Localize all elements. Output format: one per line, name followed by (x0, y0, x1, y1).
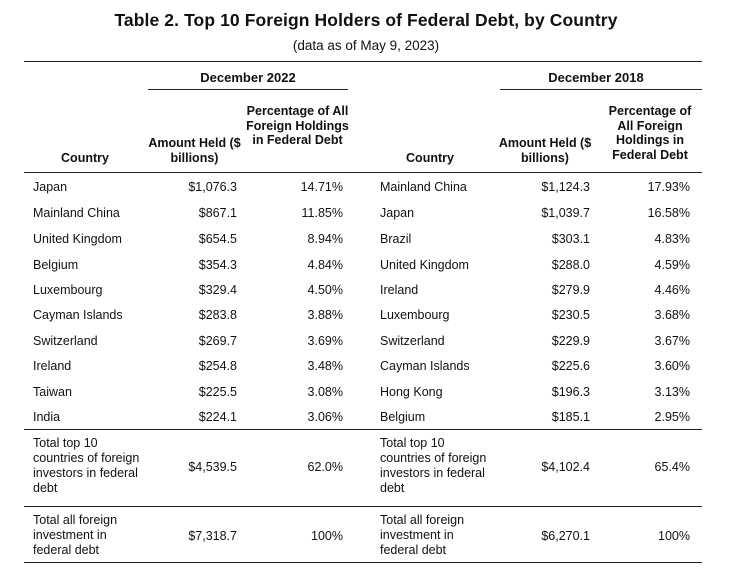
total-top10-pct-left: 62.0% (307, 460, 343, 474)
country-cell: Belgium (33, 258, 79, 272)
total-top10-label-right: Total top 10 countries of foreign invest… (380, 436, 487, 495)
country-cell: Switzerland (380, 334, 445, 348)
total-top10-label-left: Total top 10 countries of foreign invest… (33, 436, 140, 495)
amount-cell: $354.3 (198, 258, 237, 272)
amount-cell: $654.5 (198, 232, 237, 246)
header-country-left: Country (61, 151, 109, 165)
pct-cell: 3.88% (307, 308, 343, 322)
pct-cell: 4.84% (307, 258, 343, 272)
header-pct-left: Percentage of All Foreign Holdings in Fe… (246, 104, 349, 147)
country-cell: Luxembourg (33, 283, 103, 297)
amount-cell: $288.0 (551, 258, 590, 272)
country-cell: United Kingdom (380, 258, 469, 272)
pct-cell: 3.68% (654, 308, 690, 322)
country-cell: Mainland China (33, 206, 120, 220)
total-all-label-right: Total all foreign investment in federal … (380, 513, 465, 557)
total-top10-amount-right: $4,102.4 (541, 460, 590, 474)
amount-cell: $303.1 (551, 232, 590, 246)
amount-cell: $1,076.3 (188, 180, 237, 194)
pct-cell: 3.08% (307, 385, 343, 399)
pct-cell: 3.67% (654, 334, 690, 348)
pct-cell: 14.71% (300, 180, 343, 194)
pct-cell: 3.48% (307, 359, 343, 373)
total-all-label-left: Total all foreign investment in federal … (33, 513, 118, 557)
bottom-rule (24, 562, 702, 563)
pct-cell: 3.69% (307, 334, 343, 348)
total-all-pct-left: 100% (311, 529, 343, 543)
pct-cell: 16.58% (647, 206, 690, 220)
pct-cell: 17.93% (647, 180, 690, 194)
country-cell: Japan (33, 180, 68, 194)
total-all-amount-left: $7,318.7 (188, 529, 237, 543)
amount-cell: $1,039.7 (541, 206, 590, 220)
table-title: Table 2. Top 10 Foreign Holders of Feder… (114, 10, 618, 30)
amount-cell: $269.7 (198, 334, 237, 348)
country-cell: United Kingdom (33, 232, 122, 246)
total-all-rule (24, 506, 702, 507)
country-cell: India (33, 410, 61, 424)
country-cell: Cayman Islands (380, 359, 470, 373)
country-cell: Taiwan (33, 385, 72, 399)
amount-cell: $230.5 (551, 308, 590, 322)
amount-cell: $225.5 (198, 385, 237, 399)
header-amount-right: Amount Held ($ billions) (498, 136, 592, 165)
header-country-right: Country (406, 151, 454, 165)
total-all-pct-right: 100% (658, 529, 690, 543)
pct-cell: 11.85% (301, 206, 343, 220)
amount-cell: $196.3 (551, 385, 590, 399)
pct-cell: 2.95% (654, 410, 690, 424)
amount-cell: $185.1 (551, 410, 590, 424)
amount-cell: $1,124.3 (541, 180, 590, 194)
period-label-right: December 2018 (548, 70, 644, 85)
header-amount-left: Amount Held ($ billions) (148, 136, 241, 165)
top-rule (24, 61, 702, 62)
amount-cell: $867.1 (198, 206, 237, 220)
pct-cell: 4.83% (654, 232, 690, 246)
amount-cell: $225.6 (551, 359, 590, 373)
amount-cell: $224.1 (198, 410, 237, 424)
pct-cell: 3.60% (654, 359, 690, 373)
period-underline-left (148, 89, 348, 90)
total-all-amount-right: $6,270.1 (541, 529, 590, 543)
pct-cell: 4.46% (654, 283, 690, 297)
header-rule (24, 172, 702, 173)
country-cell: Switzerland (33, 334, 98, 348)
country-cell: Belgium (380, 410, 426, 424)
table-subtitle: (data as of May 9, 2023) (292, 38, 440, 53)
amount-cell: $279.9 (551, 283, 590, 297)
country-cell: Mainland China (380, 180, 467, 194)
period-underline-right (500, 89, 702, 90)
total-top10-amount-left: $4,539.5 (188, 460, 237, 474)
amount-cell: $283.8 (198, 308, 237, 322)
pct-cell: 8.94% (307, 232, 343, 246)
totals-rule (24, 429, 702, 430)
amount-cell: $229.9 (551, 334, 590, 348)
amount-cell: $254.8 (198, 359, 237, 373)
amount-cell: $329.4 (198, 283, 237, 297)
country-cell: Ireland (380, 283, 419, 297)
country-cell: Hong Kong (380, 385, 443, 399)
header-pct-right: Percentage of All Foreign Holdings in Fe… (608, 104, 692, 162)
pct-cell: 3.13% (654, 385, 690, 399)
country-cell: Japan (380, 206, 415, 220)
total-top10-pct-right: 65.4% (654, 460, 690, 474)
period-label-left: December 2022 (200, 70, 296, 85)
country-cell: Ireland (33, 359, 72, 373)
pct-cell: 3.06% (307, 410, 343, 424)
pct-cell: 4.50% (307, 283, 343, 297)
pct-cell: 4.59% (654, 258, 690, 272)
country-cell: Cayman Islands (33, 308, 123, 322)
country-cell: Luxembourg (380, 308, 450, 322)
country-cell: Brazil (380, 232, 412, 246)
